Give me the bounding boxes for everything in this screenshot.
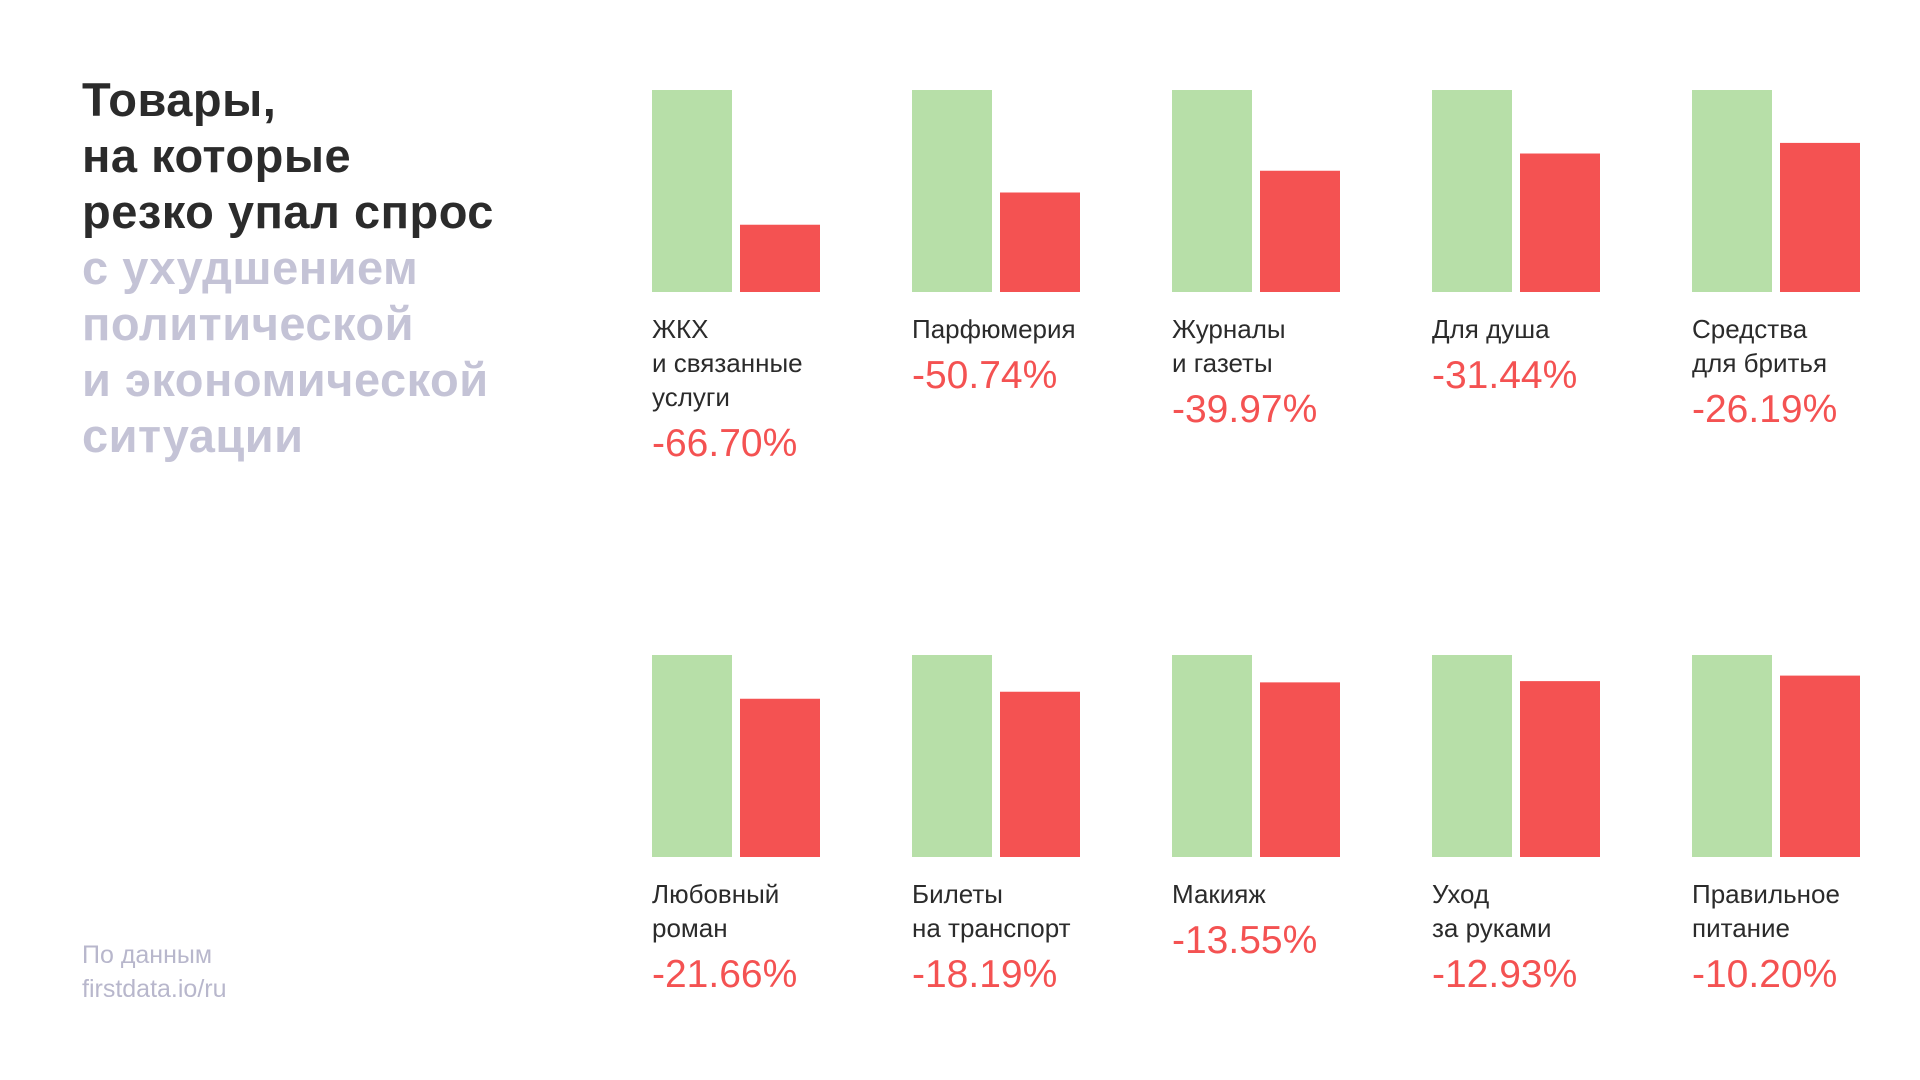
category-label: Средства для бритья xyxy=(1692,312,1912,380)
bar-after xyxy=(740,224,820,292)
bar-after xyxy=(1000,192,1080,292)
bar-before xyxy=(1172,655,1252,857)
category-label-line: Макияж xyxy=(1172,879,1266,909)
category-label-line: Билеты xyxy=(912,879,1003,909)
source-line-2: firstdata.io/ru xyxy=(82,975,227,1003)
bar-after xyxy=(1780,142,1860,292)
category-label-line: Для душа xyxy=(1432,314,1550,344)
category-label-line: питание xyxy=(1692,913,1791,943)
bar-pair xyxy=(1172,655,1340,857)
bar-after xyxy=(1520,153,1600,292)
category-label-line: за руками xyxy=(1432,913,1552,943)
category-label-line: Уход xyxy=(1432,879,1490,909)
subtitle-line-1: с ухудшением xyxy=(82,241,419,294)
category-label-line: Любовный xyxy=(652,879,780,909)
category-label: Уход за руками xyxy=(1432,877,1652,945)
bar-pair xyxy=(912,655,1080,857)
bar-after xyxy=(1000,691,1080,857)
category-label: Парфюмерия xyxy=(912,312,1132,346)
title-line-2: на которые xyxy=(82,129,352,182)
subtitle-line-2: политической xyxy=(82,297,415,350)
bar-after xyxy=(1780,675,1860,857)
source-line-1: По данным xyxy=(82,941,213,969)
category-label: Макияж xyxy=(1172,877,1392,911)
bar-before xyxy=(652,655,732,857)
bar-after xyxy=(740,698,820,857)
category-label: Любовный роман xyxy=(652,877,872,945)
bar-before xyxy=(1692,655,1772,857)
bar-after xyxy=(1260,170,1340,292)
title-line-1: Товары, xyxy=(82,73,277,126)
category-label-line: на транспорт xyxy=(912,913,1071,943)
subtitle-line-3: и экономической xyxy=(82,353,489,406)
bar-before xyxy=(1432,90,1512,292)
bar-before xyxy=(1692,90,1772,292)
category-label-line: услуги xyxy=(652,382,730,412)
change-value-label: -26.19% xyxy=(1692,388,1838,431)
change-value-label: -31.44% xyxy=(1432,354,1578,397)
bar-pair xyxy=(1432,90,1600,292)
subtitle-line-4: ситуации xyxy=(82,409,304,462)
category-label: Правильное питание xyxy=(1692,877,1912,945)
change-value-label: -12.93% xyxy=(1432,953,1578,996)
category-label-line: ЖКХ xyxy=(652,314,709,344)
category-label-line: Средства xyxy=(1692,314,1808,344)
category-label: Для душа xyxy=(1432,312,1652,346)
change-value-label: -21.66% xyxy=(652,953,798,996)
category-label-line: Парфюмерия xyxy=(912,314,1076,344)
bar-before xyxy=(1172,90,1252,292)
change-value-label: -66.70% xyxy=(652,422,798,465)
category-label-line: роман xyxy=(652,913,728,943)
bar-pair xyxy=(912,90,1080,292)
change-value-label: -10.20% xyxy=(1692,953,1838,996)
source-note: По данным firstdata.io/ru xyxy=(82,938,227,1006)
category-label: Журналы и газеты xyxy=(1172,312,1392,380)
bar-pair xyxy=(652,655,820,857)
bar-pair xyxy=(1432,655,1600,857)
category-label-line: и газеты xyxy=(1172,348,1273,378)
chart-title: Товары, на которые резко упал спрос с ух… xyxy=(82,72,642,464)
bar-pair xyxy=(1692,90,1860,292)
bar-after xyxy=(1260,682,1340,857)
bar-pair xyxy=(1692,655,1860,857)
category-label-line: Журналы xyxy=(1172,314,1286,344)
category-label-line: для бритья xyxy=(1692,348,1828,378)
change-value-label: -18.19% xyxy=(912,953,1058,996)
title-line-3: резко упал спрос xyxy=(82,185,494,238)
change-value-label: -39.97% xyxy=(1172,388,1318,431)
bar-pair xyxy=(652,90,820,292)
change-value-label: -13.55% xyxy=(1172,919,1318,962)
category-label: ЖКХ и связанные услуги xyxy=(652,312,872,414)
bar-before xyxy=(912,90,992,292)
bar-pair xyxy=(1172,90,1340,292)
change-value-label: -50.74% xyxy=(912,354,1058,397)
category-label-line: и связанные xyxy=(652,348,803,378)
bar-before xyxy=(912,655,992,857)
bar-after xyxy=(1520,681,1600,857)
category-label: Билеты на транспорт xyxy=(912,877,1132,945)
bar-before xyxy=(1432,655,1512,857)
bar-before xyxy=(652,90,732,292)
category-label-line: Правильное xyxy=(1692,879,1840,909)
